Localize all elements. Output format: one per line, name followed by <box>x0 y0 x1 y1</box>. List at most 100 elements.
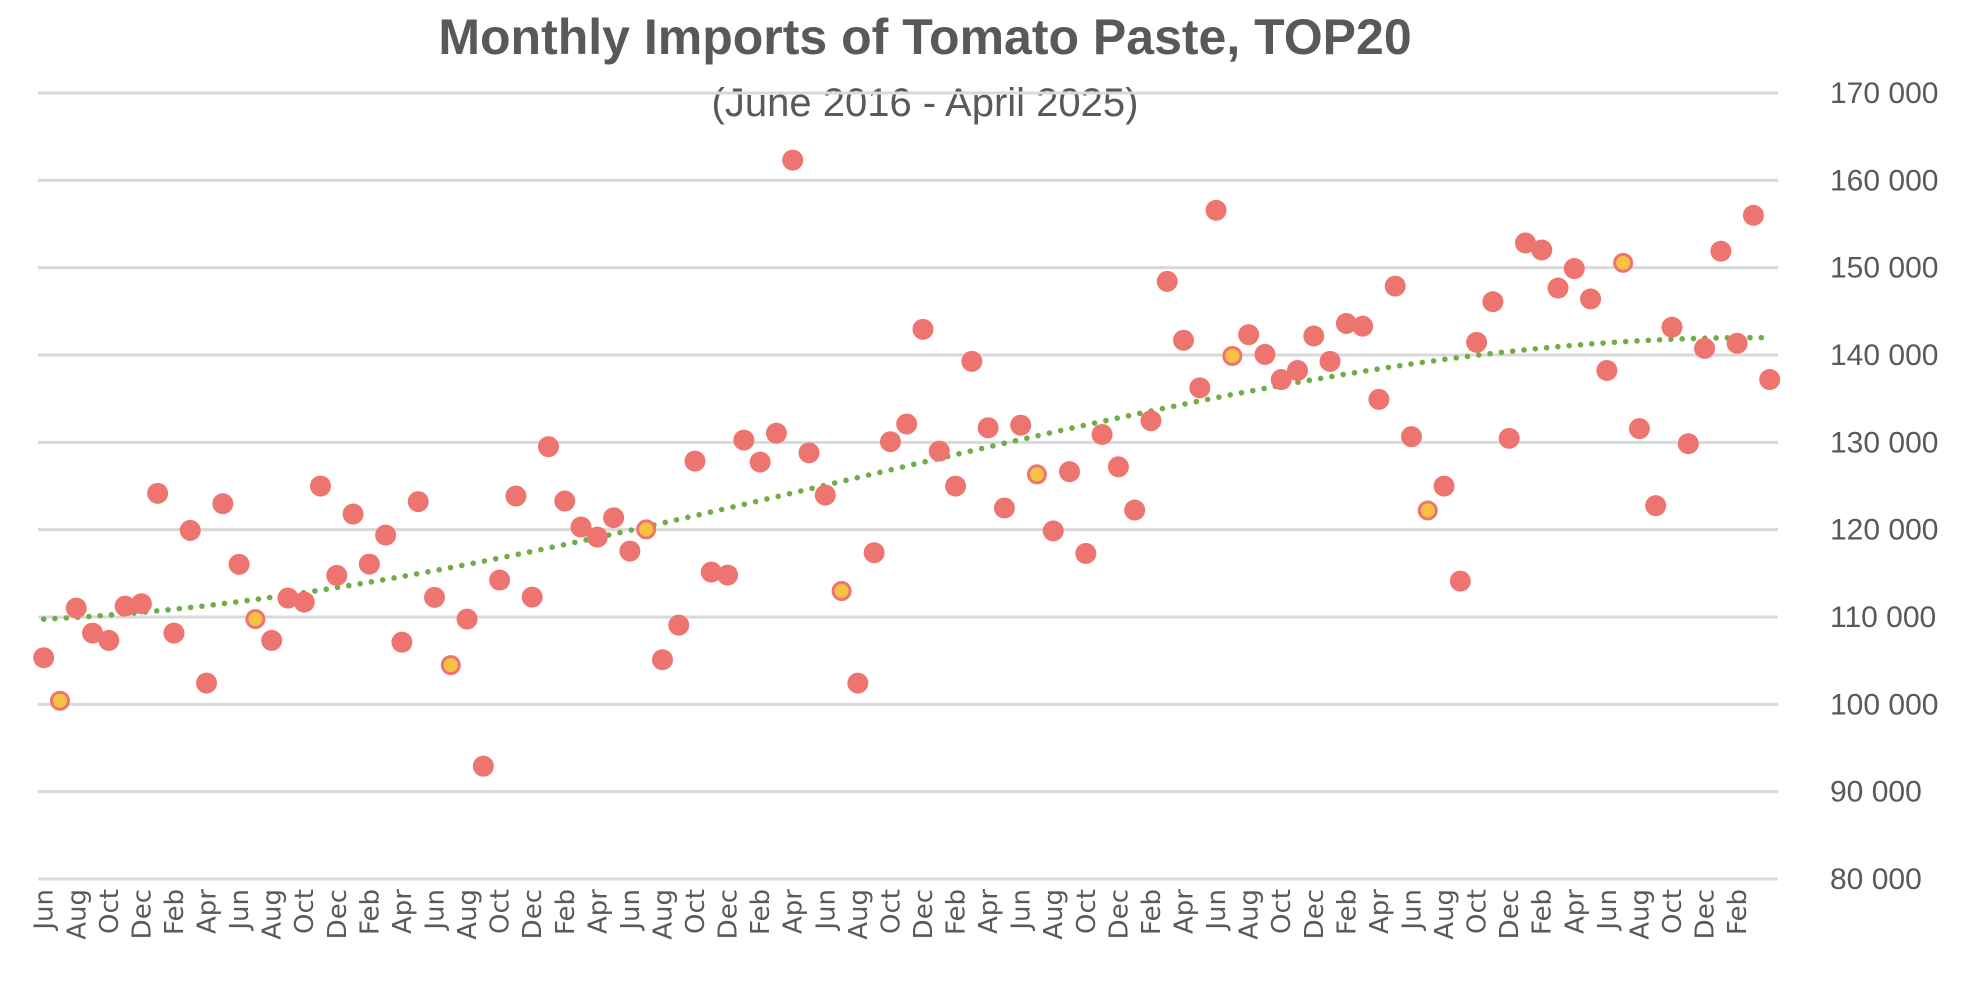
trendline-dot <box>176 605 183 612</box>
trendline-dot <box>1295 379 1301 386</box>
x-tick-label: Oct <box>1658 889 1688 934</box>
x-tick-label: Oct <box>290 889 320 934</box>
trendline-dot <box>1363 368 1369 374</box>
data-point: 2024-09: 122750 <box>1645 495 1667 517</box>
data-point: 2025-02: 141340 <box>1726 332 1748 354</box>
x-tick-label: Apr <box>388 889 418 934</box>
data-point: 2017-01: 124160 <box>147 482 169 504</box>
trendline-dot <box>1396 362 1403 369</box>
x-tick-label: Dec <box>1691 889 1721 939</box>
data-point: 2016-09: 108160 <box>82 622 104 644</box>
trendline-dot <box>1645 337 1652 344</box>
x-tick-label: Aug <box>1039 889 1069 940</box>
trendline-dot <box>1442 356 1448 363</box>
data-point: 2019-12: 114800 <box>717 564 739 586</box>
data-point: 2020-03: 131050 <box>765 422 787 444</box>
trendline-dot <box>1374 366 1380 372</box>
trendline-dot <box>967 448 974 454</box>
trendline-dot <box>1182 401 1188 407</box>
data-point: 2017-10: 111710 <box>293 591 315 613</box>
y-tick-label: 170 000 <box>1830 77 1938 110</box>
data-point: 2025-04: 137190 <box>1759 369 1781 391</box>
data-point: 2018-11: 123850 <box>505 485 527 507</box>
data-point: 2017-12: 114760 <box>326 564 348 586</box>
trendline-dot <box>1103 417 1109 424</box>
data-point: 2020-04: 162320 <box>782 149 804 171</box>
data-point: 2022-04: 141690 <box>1173 329 1195 351</box>
data-point: 2020-12: 142940 <box>912 318 934 340</box>
data-point: 2021-08: 119860 <box>1042 520 1064 542</box>
trendline-dot <box>1622 338 1629 345</box>
trendline-dot <box>1453 355 1459 361</box>
data-point: 2017-04: 102430 <box>196 672 218 694</box>
data-point: 2023-09: 114110 <box>1449 570 1471 592</box>
x-tick-label: Oct <box>486 889 516 934</box>
data-point: 2017-06: 116030 <box>228 553 250 575</box>
x-tick-label: Dec <box>909 889 939 939</box>
trendline-dot <box>662 519 668 526</box>
data-point: 2020-05: 128800 <box>798 442 820 464</box>
trendline-dot <box>843 477 849 484</box>
data-point: 2020-01: 130260 <box>733 429 755 451</box>
trendline-dot <box>990 443 996 449</box>
x-tick-label: Feb <box>1332 889 1362 935</box>
trendline-dot <box>809 485 815 492</box>
data-point: 2018-02: 116060 <box>358 553 380 575</box>
x-tick-label: Aug <box>648 889 678 940</box>
trendline-dot <box>1577 341 1584 348</box>
x-tick-label: Apr <box>779 889 809 934</box>
x-tick-label: Apr <box>974 889 1004 934</box>
data-point: 2017-03: 119920 <box>179 519 201 541</box>
trendline-dot <box>1498 349 1505 356</box>
data-point: 2024-04: 149900 <box>1563 258 1585 280</box>
x-tick-label: Jun <box>420 889 450 932</box>
trendline-dot <box>786 490 793 497</box>
x-tick-label: Dec <box>127 889 157 939</box>
trendline-dot <box>696 511 702 518</box>
x-tick-label: Jun <box>616 889 646 932</box>
trendline-dot <box>1329 373 1335 380</box>
trendline-dot <box>1430 358 1437 364</box>
x-tick-label: Apr <box>583 889 613 934</box>
data-point: 2022-05: 136240 <box>1189 377 1211 399</box>
data-point: 2021-12: 127200 <box>1107 456 1129 478</box>
trendline-dot <box>266 594 273 601</box>
trendline-dot <box>357 580 363 587</box>
trendline-dot <box>436 566 443 573</box>
data-point: 2019-05: 121370 <box>603 507 625 529</box>
trendline-dot <box>413 571 420 577</box>
trendline-dot <box>1566 342 1572 349</box>
trendline-dot <box>1600 340 1606 346</box>
data-point: 2025-03: 156000 <box>1742 204 1764 226</box>
data-point: 2024-03: 147670 <box>1547 277 1569 299</box>
x-tick-label: Feb <box>1528 889 1558 935</box>
data-point: 2024-08: 131570 <box>1628 418 1650 440</box>
data-point: 2017-02: 108160 <box>163 622 185 644</box>
x-tick-label: Apr <box>1365 889 1395 934</box>
trendline-dot <box>1238 389 1245 396</box>
x-tick-label: Oct <box>876 889 906 934</box>
x-tick-label: Aug <box>62 889 92 940</box>
trendline-dot <box>1024 435 1030 441</box>
trendline-dot <box>1487 350 1493 357</box>
trendline-dot <box>425 569 431 575</box>
data-point: 2022-06: 156570 <box>1205 199 1227 221</box>
y-tick-label: 130 000 <box>1830 426 1938 459</box>
x-tick-label: Jun <box>811 889 841 932</box>
x-tick-label: Aug <box>258 889 288 940</box>
y-tick-label: 150 000 <box>1830 252 1938 285</box>
trendline-dot <box>1159 405 1166 412</box>
trendline-dot <box>1385 364 1392 371</box>
data-points: 2016-06: 105340 2016-07: 100410 2016-08: 1… <box>33 149 1781 777</box>
data-point: 2024-05: 146420 <box>1580 288 1602 310</box>
x-tick-label: Feb <box>160 889 190 935</box>
trendline-dot <box>1216 394 1222 400</box>
data-point: 2020-10: 130070 <box>879 431 901 453</box>
x-tick-label: Jun <box>30 889 60 932</box>
data-point: 2023-03: 143300 <box>1352 315 1374 337</box>
x-tick-label: Jun <box>225 889 255 932</box>
x-axis-ticks: Jun Aug Oct Dec Feb Apr Jun Aug Oct Dec Feb Apr Jun A… <box>30 889 1753 940</box>
data-point: 2020-08: 102430 <box>847 672 869 694</box>
data-point: 2017-08: 107320 <box>261 629 283 651</box>
trendline-dot <box>187 604 194 611</box>
